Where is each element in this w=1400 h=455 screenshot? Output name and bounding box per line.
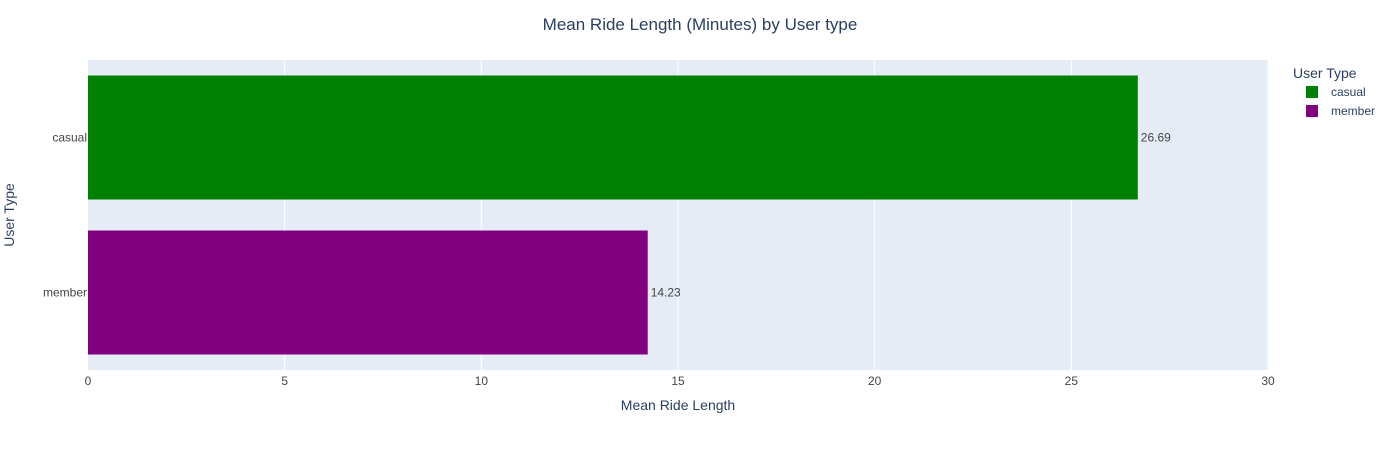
legend-label[interactable]: casual (1331, 85, 1366, 99)
legend-label[interactable]: member (1331, 104, 1375, 118)
x-tick-labels: 0 5 10 15 20 25 30 (85, 374, 1275, 388)
x-tick-label: 30 (1261, 374, 1275, 388)
x-tick-label: 10 (475, 374, 489, 388)
legend: User Type casual member (1293, 65, 1375, 118)
bar-member (88, 230, 648, 355)
bar-value-label: 26.69 (1141, 131, 1171, 145)
legend-swatch (1306, 86, 1318, 98)
y-tick-label: casual (52, 131, 87, 145)
y-axis-title: User Type (1, 183, 17, 247)
legend-swatch (1306, 105, 1318, 117)
bars (88, 75, 1138, 355)
x-tick-label: 5 (281, 374, 288, 388)
y-tick-labels: casual member (43, 131, 87, 300)
x-tick-label: 0 (85, 374, 92, 388)
bar-value-labels: 26.69 14.23 (651, 131, 1171, 300)
x-tick-label: 15 (671, 374, 685, 388)
bar-casual (88, 75, 1138, 200)
x-axis-title: Mean Ride Length (621, 397, 735, 413)
x-tick-label: 20 (868, 374, 882, 388)
legend-items: casual member (1306, 85, 1375, 118)
chart-title: Mean Ride Length (Minutes) by User type (543, 15, 858, 34)
bar-value-label: 14.23 (651, 286, 681, 300)
x-tick-label: 25 (1065, 374, 1079, 388)
legend-title: User Type (1293, 65, 1357, 81)
y-tick-label: member (43, 286, 87, 300)
